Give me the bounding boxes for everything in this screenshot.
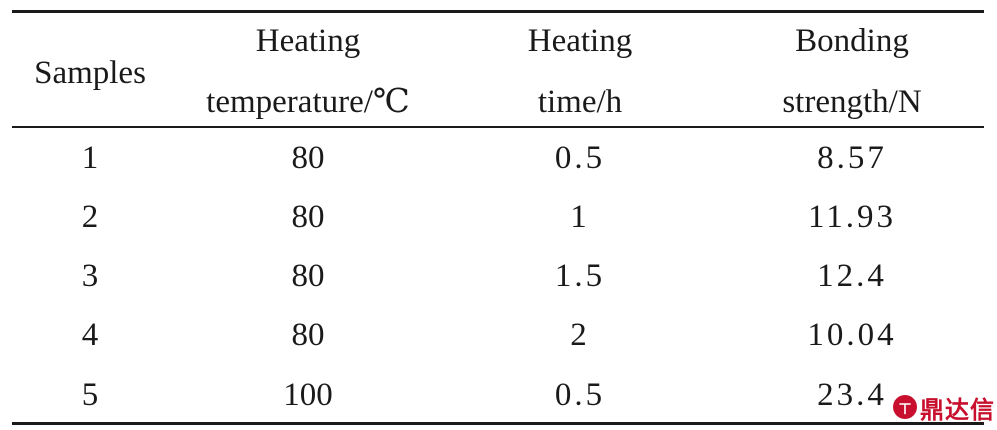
header-heating-temperature-line1: Heating xyxy=(255,23,361,59)
cell-temperature: 80 xyxy=(291,140,325,176)
header-heating-temperature-line2: temperature/℃ xyxy=(206,84,410,120)
header-heating-time-line1: Heating xyxy=(527,23,633,59)
header-bonding-strength-line1: Bonding xyxy=(795,23,909,59)
watermark-text: 鼎达信 xyxy=(920,395,995,424)
cell-sample: 4 xyxy=(81,317,99,353)
header-heating-time-line2: time/h xyxy=(537,84,623,120)
cell-strength: 8.57 xyxy=(817,140,887,176)
table-header-rule xyxy=(12,126,984,128)
watermark: ㄒ 鼎达信 xyxy=(893,391,995,424)
cell-time: 1 xyxy=(570,199,590,235)
cell-time: 0.5 xyxy=(554,377,606,413)
cell-time: 1.5 xyxy=(554,258,606,294)
cell-time: 0.5 xyxy=(554,140,606,176)
cell-strength: 23.4 xyxy=(817,377,887,413)
cell-strength: 11.93 xyxy=(807,199,897,235)
cell-temperature: 80 xyxy=(291,258,325,294)
cell-temperature: 100 xyxy=(283,377,333,413)
table-bottom-rule xyxy=(12,422,984,425)
header-samples: Samples xyxy=(34,55,146,91)
table-top-rule xyxy=(12,10,984,13)
cell-sample: 1 xyxy=(81,140,99,176)
cell-sample: 3 xyxy=(81,258,99,294)
cell-sample: 5 xyxy=(81,377,99,413)
watermark-logo-icon: ㄒ xyxy=(893,395,917,419)
cell-strength: 10.04 xyxy=(807,317,897,353)
cell-time: 2 xyxy=(570,317,590,353)
cell-sample: 2 xyxy=(81,199,99,235)
cell-strength: 12.4 xyxy=(817,258,887,294)
cell-temperature: 80 xyxy=(291,317,325,353)
cell-temperature: 80 xyxy=(291,199,325,235)
header-bonding-strength-line2: strength/N xyxy=(782,84,922,120)
